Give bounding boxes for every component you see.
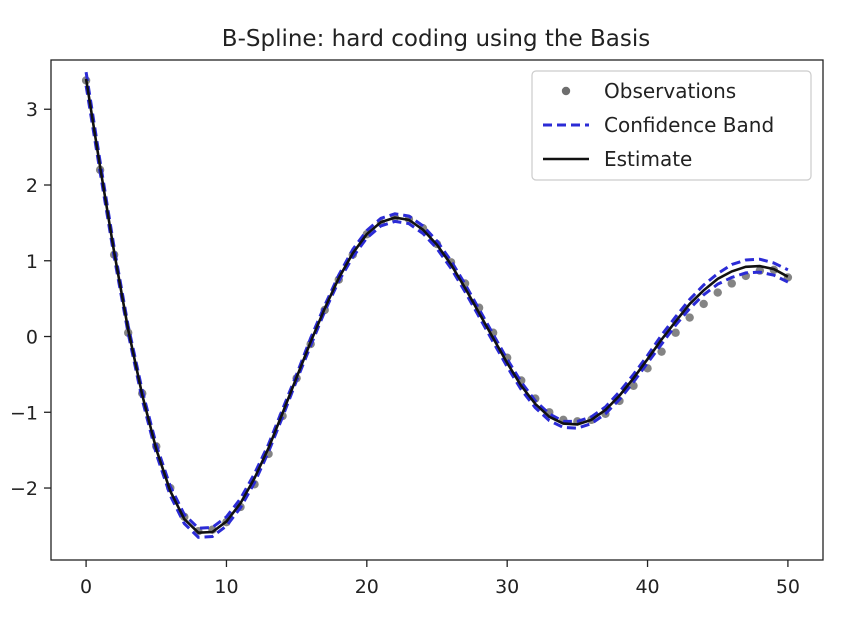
x-tick-label: 40 — [635, 576, 659, 598]
y-tick-label: 3 — [26, 99, 38, 121]
legend-label: Observations — [604, 79, 736, 103]
x-tick-label: 10 — [214, 576, 238, 598]
observation-point — [727, 279, 736, 288]
x-tick-label: 30 — [495, 576, 519, 598]
plot-frame — [50, 59, 824, 561]
legend: Observations Confidence Band Estimate — [531, 70, 812, 181]
observation-point — [685, 313, 694, 322]
legend-label: Confidence Band — [604, 113, 774, 137]
observation-point — [629, 381, 638, 390]
y-tick-label: 2 — [26, 175, 38, 197]
confidence-band-upper-line — [84, 71, 789, 530]
y-tick-label: 1 — [26, 251, 38, 273]
y-tick-label: 0 — [26, 327, 38, 349]
observation-point — [657, 347, 666, 356]
observation-point — [671, 328, 680, 337]
estimate-line — [84, 78, 789, 535]
observation-point — [699, 299, 708, 309]
x-axis: 0 10 20 30 40 50 — [80, 560, 800, 598]
legend-label: Estimate — [604, 147, 692, 171]
legend-box — [531, 70, 812, 181]
legend-marker-observations — [561, 86, 571, 96]
confidence-band-lower-line — [84, 85, 789, 539]
series-layer — [81, 71, 793, 539]
y-tick-label: −1 — [10, 402, 38, 424]
y-tick-label: −2 — [10, 478, 38, 500]
x-tick-label: 50 — [776, 576, 800, 598]
plot-area — [50, 59, 824, 561]
y-axis: 3 2 1 0 −1 −2 — [10, 99, 51, 500]
x-tick-label: 20 — [355, 576, 379, 598]
chart-title: B-Spline: hard coding using the Basis — [222, 26, 650, 52]
observation-point — [713, 288, 722, 297]
x-tick-label: 0 — [80, 576, 92, 598]
